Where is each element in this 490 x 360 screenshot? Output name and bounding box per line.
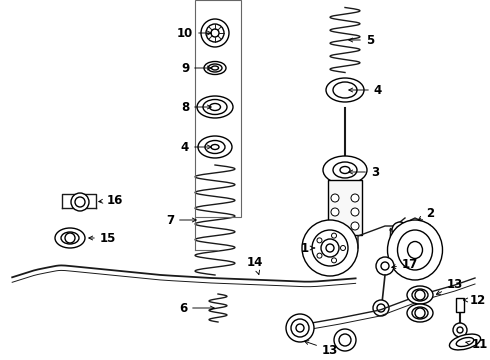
Text: 10: 10 [177, 27, 211, 40]
Ellipse shape [211, 144, 219, 149]
Ellipse shape [203, 99, 227, 114]
Ellipse shape [55, 228, 85, 248]
Circle shape [377, 304, 385, 312]
Circle shape [351, 222, 359, 230]
Text: 9: 9 [181, 62, 211, 75]
Circle shape [376, 257, 394, 275]
Text: 4: 4 [349, 84, 382, 96]
Ellipse shape [326, 78, 364, 102]
Circle shape [392, 222, 408, 238]
Text: 17: 17 [392, 257, 418, 270]
Ellipse shape [407, 286, 433, 304]
Ellipse shape [340, 166, 350, 174]
Ellipse shape [61, 232, 79, 244]
Circle shape [201, 19, 229, 47]
Ellipse shape [388, 220, 442, 280]
Ellipse shape [212, 66, 219, 70]
Circle shape [71, 193, 89, 211]
Bar [328, 180, 362, 235]
Circle shape [415, 290, 425, 300]
Ellipse shape [198, 136, 232, 158]
Text: 8: 8 [181, 100, 211, 113]
Circle shape [286, 314, 314, 342]
Circle shape [65, 233, 75, 243]
Circle shape [341, 246, 345, 251]
Ellipse shape [412, 307, 428, 319]
Text: 5: 5 [349, 33, 374, 46]
Text: 3: 3 [349, 166, 379, 179]
Circle shape [331, 208, 339, 216]
Circle shape [373, 300, 389, 316]
Ellipse shape [412, 289, 428, 301]
Text: 15: 15 [89, 231, 116, 244]
Circle shape [453, 323, 467, 337]
Circle shape [351, 208, 359, 216]
Circle shape [296, 324, 304, 332]
Text: 13: 13 [305, 341, 338, 356]
Ellipse shape [397, 230, 433, 270]
Circle shape [415, 308, 425, 318]
Text: 13: 13 [437, 279, 463, 294]
Circle shape [332, 258, 337, 263]
Circle shape [339, 334, 351, 346]
Circle shape [312, 230, 348, 266]
Text: 14: 14 [247, 256, 263, 274]
Ellipse shape [204, 62, 226, 75]
Circle shape [211, 29, 219, 37]
Ellipse shape [197, 96, 233, 118]
Text: 4: 4 [181, 140, 211, 153]
Ellipse shape [449, 334, 481, 350]
Ellipse shape [456, 337, 474, 347]
Text: 7: 7 [166, 213, 196, 226]
Ellipse shape [323, 156, 367, 184]
Circle shape [381, 262, 389, 270]
Ellipse shape [210, 104, 220, 111]
Circle shape [317, 238, 322, 243]
Ellipse shape [205, 140, 225, 153]
Circle shape [75, 197, 85, 207]
Text: 1: 1 [301, 242, 315, 255]
Text: 2: 2 [418, 207, 434, 220]
Circle shape [331, 194, 339, 202]
Circle shape [326, 244, 334, 252]
Ellipse shape [408, 242, 422, 258]
Ellipse shape [333, 162, 357, 178]
Circle shape [317, 253, 322, 258]
Text: 12: 12 [464, 293, 486, 306]
Circle shape [206, 24, 224, 42]
Circle shape [457, 327, 463, 333]
Circle shape [351, 194, 359, 202]
Text: 11: 11 [466, 338, 488, 351]
Text: 16: 16 [99, 194, 123, 207]
Bar [195, 0, 241, 217]
Ellipse shape [208, 64, 222, 72]
Ellipse shape [407, 304, 433, 322]
Circle shape [332, 233, 337, 238]
Circle shape [334, 329, 356, 351]
Circle shape [396, 226, 404, 234]
Ellipse shape [333, 82, 357, 98]
Bar [456, 298, 464, 312]
Circle shape [291, 319, 309, 337]
Circle shape [331, 222, 339, 230]
Circle shape [321, 239, 339, 257]
Circle shape [302, 220, 358, 276]
Text: 6: 6 [179, 302, 214, 315]
